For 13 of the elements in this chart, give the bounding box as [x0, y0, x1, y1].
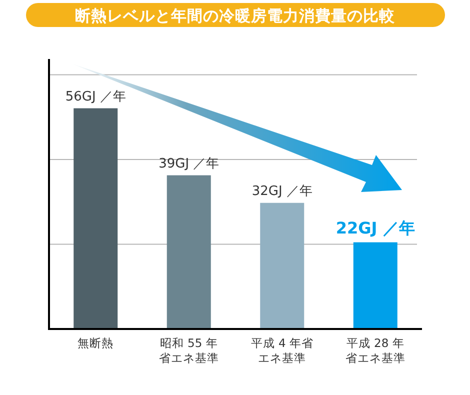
- data-label: 39GJ ／年: [158, 156, 220, 172]
- x-tick-label: 無断熱: [76, 336, 115, 351]
- bar: [74, 108, 118, 329]
- bar: [166, 175, 211, 329]
- bar: [260, 202, 304, 329]
- data-label: 32GJ ／年: [252, 184, 312, 199]
- chart-title: 断熱レベルと年間の冷暖房電力消費量の比較: [75, 6, 396, 25]
- x-tick-label: 昭和 55 年省エネ基準: [158, 336, 220, 366]
- x-tick-label: 平成 28 年省エネ基準: [344, 336, 406, 366]
- x-tick-label: 平成 4 年省エネ基準: [250, 336, 314, 366]
- bar: [353, 242, 398, 329]
- data-label: 22GJ ／年: [336, 218, 415, 238]
- data-label: 56GJ ／年: [65, 89, 126, 104]
